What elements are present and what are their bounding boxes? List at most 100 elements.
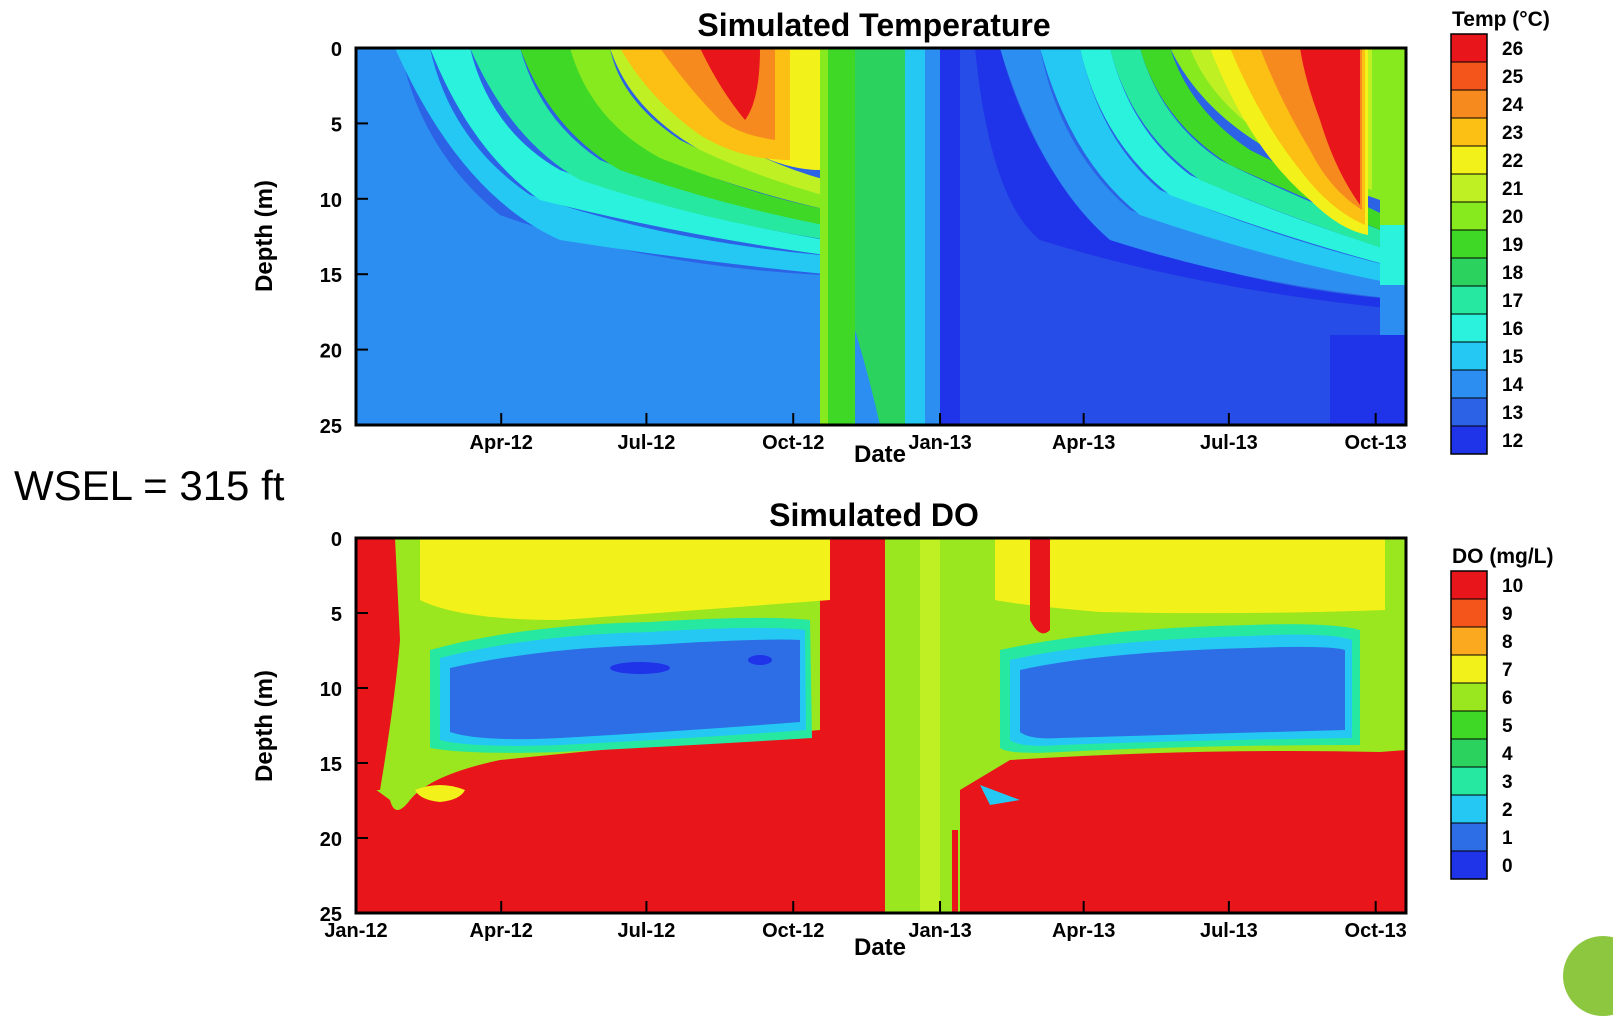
- temperature-x-ticks: Apr-12 Jul-12 Oct-12 Jan-13 Apr-13 Jul-13 Oct-…: [470, 413, 1407, 454]
- x-tick-label: Jan-12: [324, 920, 387, 942]
- temperature-colorbar: 26 25 24 23 22 21 20 19 18 17 16 15 14 13 12: [1450, 33, 1524, 455]
- temperature-field: [356, 48, 1406, 425]
- y-tick-label: 20: [320, 829, 342, 851]
- colorbar-swatch: [1451, 683, 1487, 711]
- colorbar-label: 26: [1502, 39, 1523, 60]
- colorbar-swatch: [1451, 823, 1487, 851]
- x-tick-label: Jul-12: [618, 432, 676, 454]
- temperature-y-ticks: 0 5 10 15 20 25: [320, 39, 368, 438]
- colorbar-swatch: [1451, 711, 1487, 739]
- colorbar-swatch: [1451, 795, 1487, 823]
- colorbar-label: 8: [1502, 632, 1513, 653]
- y-tick-label: 10: [320, 679, 342, 701]
- x-tick-label: Jan-13: [908, 920, 971, 942]
- colorbar-swatch: [1451, 34, 1487, 62]
- x-tick-label: Apr-12: [470, 432, 533, 454]
- colorbar-label: 6: [1502, 688, 1513, 709]
- colorbar-label: 20: [1502, 207, 1523, 228]
- temperature-colorbar-title: Temp (°C): [1452, 8, 1550, 31]
- colorbar-swatch: [1451, 370, 1487, 398]
- y-tick-label: 15: [320, 265, 342, 287]
- colorbar-swatch: [1451, 202, 1487, 230]
- colorbar-label: 14: [1502, 375, 1524, 396]
- x-tick-label: Jul-12: [618, 920, 676, 942]
- colorbar-label: 17: [1502, 291, 1523, 312]
- do-field: [356, 538, 1406, 913]
- x-tick-label: Jan-13: [908, 432, 971, 454]
- colorbar-swatch: [1451, 571, 1487, 599]
- y-tick-label: 0: [331, 39, 342, 61]
- colorbar-swatch: [1451, 146, 1487, 174]
- colorbar-swatch: [1451, 342, 1487, 370]
- y-tick-label: 5: [331, 114, 342, 136]
- temperature-title: Simulated Temperature: [697, 7, 1050, 43]
- colorbar-swatch: [1451, 230, 1487, 258]
- do-title: Simulated DO: [769, 497, 979, 533]
- colorbar-label: 18: [1502, 263, 1523, 284]
- y-tick-label: 10: [320, 190, 342, 212]
- wsel-annotation: WSEL = 315 ft: [14, 462, 285, 509]
- x-tick-label: Apr-13: [1052, 920, 1115, 942]
- colorbar-swatch: [1451, 767, 1487, 795]
- colorbar-frame: [1450, 570, 1488, 880]
- do-y-label: Depth (m): [251, 670, 278, 782]
- y-tick-label: 15: [320, 754, 342, 776]
- colorbar-swatch: [1451, 62, 1487, 90]
- do-x-label: Date: [854, 934, 906, 961]
- colorbar-swatch: [1451, 398, 1487, 426]
- y-tick-label: 0: [331, 529, 342, 551]
- do-plot-frame: [354, 536, 1408, 915]
- colorbar-label: 16: [1502, 319, 1523, 340]
- y-tick-label: 5: [331, 604, 342, 626]
- y-tick-label: 25: [320, 904, 342, 926]
- y-tick-label: 25: [320, 416, 342, 438]
- colorbar-swatch: [1451, 599, 1487, 627]
- do-y-ticks: 0 5 10 15 20 25: [320, 529, 368, 926]
- colorbar-swatch: [1451, 90, 1487, 118]
- x-tick-label: Oct-12: [762, 432, 824, 454]
- x-tick-label: Apr-12: [470, 920, 533, 942]
- colorbar-label: 3: [1502, 772, 1513, 793]
- colorbar-swatch: [1451, 118, 1487, 146]
- colorbar-label: 1: [1502, 828, 1513, 849]
- temperature-y-label: Depth (m): [251, 180, 278, 292]
- x-tick-label: Jul-13: [1200, 432, 1258, 454]
- colorbar-label: 12: [1502, 431, 1523, 452]
- colorbar-swatch: [1451, 655, 1487, 683]
- colorbar-label: 25: [1502, 67, 1524, 88]
- colorbar-label: 13: [1502, 403, 1523, 424]
- colorbar-label: 22: [1502, 151, 1523, 172]
- colorbar-swatch: [1451, 314, 1487, 342]
- colorbar-label: 24: [1502, 95, 1524, 116]
- colorbar-frame: [1450, 33, 1488, 455]
- y-tick-label: 20: [320, 341, 342, 363]
- colorbar-swatch: [1451, 258, 1487, 286]
- colorbar-label: 5: [1502, 716, 1513, 737]
- colorbar-swatch: [1451, 739, 1487, 767]
- do-x-ticks: Jan-12 Apr-12 Jul-12 Oct-12 Jan-13 Apr-13 Jul-…: [324, 901, 1407, 942]
- colorbar-label: 2: [1502, 800, 1513, 821]
- colorbar-swatch: [1451, 174, 1487, 202]
- x-tick-label: Oct-13: [1345, 920, 1407, 942]
- colorbar-swatch: [1451, 851, 1487, 879]
- colorbar-label: 23: [1502, 123, 1523, 144]
- colorbar-label: 10: [1502, 576, 1523, 597]
- x-tick-label: Apr-13: [1052, 432, 1115, 454]
- colorbar-label: 0: [1502, 856, 1513, 877]
- x-tick-label: Oct-12: [762, 920, 824, 942]
- colorbar-label: 15: [1502, 347, 1524, 368]
- colorbar-swatch: [1451, 286, 1487, 314]
- do-colorbar-title: DO (mg/L): [1452, 545, 1553, 568]
- colorbar-label: 21: [1502, 179, 1524, 200]
- colorbar-label: 19: [1502, 235, 1523, 256]
- temperature-plot-frame: [354, 46, 1408, 427]
- colorbar-label: 9: [1502, 604, 1513, 625]
- x-tick-label: Oct-13: [1345, 432, 1407, 454]
- colorbar-swatch: [1451, 426, 1487, 454]
- colorbar-label: 4: [1502, 744, 1513, 765]
- colorbar-swatch: [1451, 627, 1487, 655]
